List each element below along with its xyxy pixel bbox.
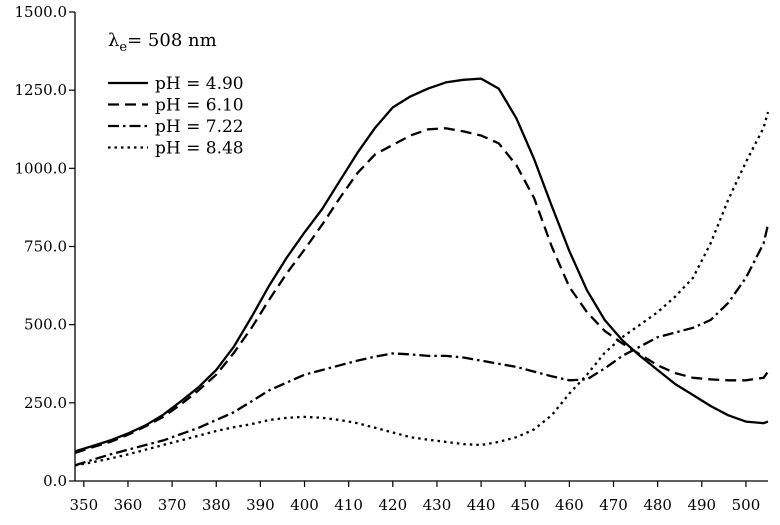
x-tick-label: 400: [290, 496, 319, 514]
x-tick-label: 350: [70, 496, 99, 514]
x-tick-label: 380: [202, 496, 231, 514]
legend-label: pH = 6.10: [155, 96, 244, 116]
x-tick-label: 460: [555, 496, 584, 514]
legend-label: pH = 8.48: [155, 139, 244, 159]
series-group: [74, 77, 770, 467]
legend-item-ph-610: pH = 6.10: [108, 96, 244, 116]
axes: 0.0 250.0 500.0 750.0 1000.0 1250.0 1500.0 350 3…: [15, 3, 768, 514]
x-tick-label: 410: [334, 496, 363, 514]
series-line-ph-722: [74, 224, 770, 467]
excitation-wavelength-annotation: λe= 508 nm: [108, 30, 217, 55]
y-tick-label: 1500.0: [15, 3, 68, 21]
annotation-subscript: e: [119, 40, 127, 55]
legend-item-ph-490: pH = 4.90: [108, 74, 244, 94]
x-tick-label: 470: [599, 496, 628, 514]
legend-item-ph-848: pH = 8.48: [108, 139, 244, 159]
y-tick-label: 500.0: [24, 316, 67, 334]
annotation-lambda: λ: [108, 30, 119, 51]
x-tick-label: 390: [246, 496, 275, 514]
legend-label: pH = 7.22: [155, 117, 244, 137]
x-tick-label: 370: [158, 496, 187, 514]
svg-text:λe= 508 nm: λe= 508 nm: [108, 30, 217, 55]
x-tick-label: 450: [511, 496, 540, 514]
legend-label: pH = 4.90: [155, 74, 244, 94]
y-tick-label: 1000.0: [15, 159, 68, 177]
x-tick-label: 480: [643, 496, 672, 514]
series-line-ph-848: [74, 111, 770, 467]
y-tick-label: 750.0: [24, 238, 67, 256]
x-tick-label: 430: [423, 496, 452, 514]
series-line-ph-610: [74, 127, 769, 454]
y-tick-label: 250.0: [24, 394, 67, 412]
x-tick-label: 360: [114, 496, 143, 514]
x-tick-label: 490: [687, 496, 716, 514]
series-line-ph-490: [74, 77, 769, 453]
x-tick-label: 500: [732, 496, 761, 514]
x-tick-label: 440: [467, 496, 496, 514]
legend-item-ph-722: pH = 7.22: [108, 117, 244, 137]
y-tick-label: 1250.0: [15, 81, 68, 99]
x-tick-label: 420: [378, 496, 407, 514]
y-tick-label: 0.0: [43, 472, 67, 490]
annotation-value: = 508 nm: [127, 30, 217, 51]
